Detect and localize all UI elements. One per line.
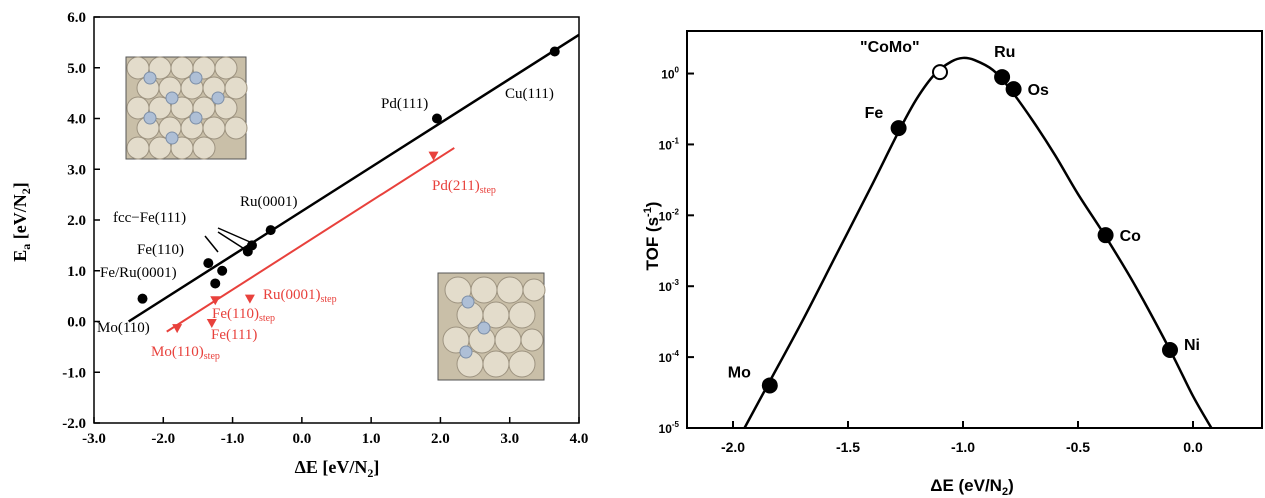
terrace-surface-image bbox=[125, 56, 248, 160]
left-x-tick-label: 4.0 bbox=[570, 431, 589, 447]
right-y-tick-label: 10-4 bbox=[659, 349, 680, 365]
metal-data-point bbox=[994, 69, 1011, 86]
left-x-tick-label: 3.0 bbox=[500, 431, 519, 447]
label-fe111: Fe(111) bbox=[211, 327, 257, 343]
metal-point-label: Fe bbox=[865, 105, 884, 122]
label-mo110-step: Mo(110)step bbox=[151, 344, 220, 362]
left-x-tick-label: -2.0 bbox=[151, 431, 175, 447]
left-x-tick-label: -3.0 bbox=[82, 431, 106, 447]
label-pd211-step: Pd(211)step bbox=[432, 178, 496, 196]
terrace-data-point bbox=[203, 258, 214, 269]
metal-point-label: Ru bbox=[994, 44, 1015, 61]
right-x-tick-label: -0.5 bbox=[1066, 439, 1090, 455]
terrace-data-point bbox=[246, 240, 257, 251]
step-annotations: Pd(211)step Ru(0001)step Fe(110)step Fe(… bbox=[151, 178, 496, 362]
right-y-tick-label: 100 bbox=[661, 66, 679, 82]
step-data-point bbox=[244, 294, 255, 304]
right-y-tick-label: 10-1 bbox=[659, 136, 680, 152]
left-x-tick-label: 2.0 bbox=[431, 431, 450, 447]
right-axis-ticks: -2.0 -1.5 -1.0 -0.5 0.0 10-5 10-4 10-3 10-2 10-1 1… bbox=[659, 66, 1203, 455]
terrace-annotations: Mo(110) Fe/Ru(0001) Fe(110) fcc−Fe(111) … bbox=[97, 86, 554, 336]
metal-data-point bbox=[1005, 81, 1022, 98]
terrace-fit-line bbox=[127, 33, 580, 323]
metal-point-label: Co bbox=[1120, 228, 1142, 245]
terrace-data-point bbox=[549, 46, 560, 57]
left-y-tick-label: 4.0 bbox=[67, 112, 86, 128]
label-fe110: Fe(110) bbox=[137, 242, 184, 258]
metal-data-point bbox=[890, 120, 907, 137]
left-axis-ticks: -3.0 -2.0 -1.0 0.0 1.0 2.0 3.0 4.0-2.0-1.00.01.… bbox=[62, 10, 588, 447]
left-data-points bbox=[137, 46, 560, 334]
left-x-tick-label: -1.0 bbox=[221, 431, 245, 447]
terrace-data-point bbox=[217, 265, 228, 276]
metal-point-label: "CoMo" bbox=[860, 39, 920, 56]
right-y-axis-label: TOF (s-1) bbox=[642, 202, 662, 271]
left-y-tick-label: -1.0 bbox=[62, 365, 86, 381]
step-data-point bbox=[428, 151, 439, 161]
left-y-tick-label: 0.0 bbox=[67, 315, 86, 331]
annotation-arrows bbox=[204, 227, 251, 253]
metal-point-label: Ni bbox=[1184, 337, 1200, 354]
left-y-tick-label: 1.0 bbox=[67, 264, 86, 280]
right-y-tick-label: 10-5 bbox=[659, 420, 680, 436]
right-x-tick-label: 0.0 bbox=[1183, 439, 1203, 455]
metal-point-label: Mo bbox=[728, 364, 751, 381]
label-cu111: Cu(111) bbox=[505, 86, 554, 102]
right-x-tick-label: -1.0 bbox=[951, 439, 975, 455]
label-ru0001: Ru(0001) bbox=[240, 194, 298, 210]
terrace-data-point bbox=[137, 293, 148, 304]
label-fe110-step: Fe(110)step bbox=[212, 306, 275, 324]
label-fcc-fe111: fcc−Fe(111) bbox=[113, 210, 186, 226]
left-y-tick-label: 2.0 bbox=[67, 213, 86, 229]
right-x-axis-label: ΔE (eV/N2) bbox=[930, 476, 1014, 498]
label-mo110: Mo(110) bbox=[97, 320, 150, 336]
left-y-tick-label: 6.0 bbox=[67, 10, 86, 26]
label-ru0001-step: Ru(0001)step bbox=[263, 287, 337, 305]
metal-point-label: Os bbox=[1028, 82, 1049, 99]
left-x-axis-label: ΔE [eV/N2] bbox=[295, 457, 380, 480]
step-data-point bbox=[206, 319, 217, 329]
step-data-point bbox=[210, 296, 221, 306]
left-y-axis-label: Ea [eV/N2] bbox=[10, 182, 33, 262]
right-data-points: Mo Fe "CoMo" Ru Os Co Ni bbox=[728, 39, 1200, 394]
left-chart: -3.0 -2.0 -1.0 0.0 1.0 2.0 3.0 4.0-2.0-1.00.01.… bbox=[10, 10, 588, 480]
metal-data-point bbox=[1097, 227, 1114, 244]
terrace-data-point bbox=[265, 225, 276, 236]
left-y-tick-label: 3.0 bbox=[67, 162, 86, 178]
right-chart: -2.0 -1.5 -1.0 -0.5 0.0 10-5 10-4 10-3 10-2 10-1 1… bbox=[642, 30, 1263, 498]
right-x-tick-label: -2.0 bbox=[721, 439, 745, 455]
terrace-data-point bbox=[210, 278, 221, 289]
label-pd111: Pd(111) bbox=[381, 96, 428, 112]
step-data-point bbox=[172, 324, 183, 334]
tof-curve bbox=[743, 56, 1213, 429]
right-x-tick-label: -1.5 bbox=[836, 439, 860, 455]
metal-data-point bbox=[761, 377, 778, 394]
left-y-tick-label: -2.0 bbox=[62, 416, 86, 432]
right-y-tick-label: 10-3 bbox=[659, 278, 680, 294]
step-surface-image bbox=[437, 272, 546, 381]
left-y-tick-label: 5.0 bbox=[67, 61, 86, 77]
metal-data-point bbox=[932, 64, 948, 81]
label-fe-ru0001: Fe/Ru(0001) bbox=[100, 265, 177, 281]
terrace-data-point bbox=[431, 113, 442, 124]
metal-data-point bbox=[1162, 342, 1178, 359]
right-y-tick-label: 10-2 bbox=[659, 207, 680, 223]
right-plot-frame bbox=[686, 30, 1263, 429]
left-x-tick-label: 1.0 bbox=[362, 431, 381, 447]
step-fit-line bbox=[166, 147, 455, 333]
left-x-tick-label: 0.0 bbox=[292, 431, 311, 447]
